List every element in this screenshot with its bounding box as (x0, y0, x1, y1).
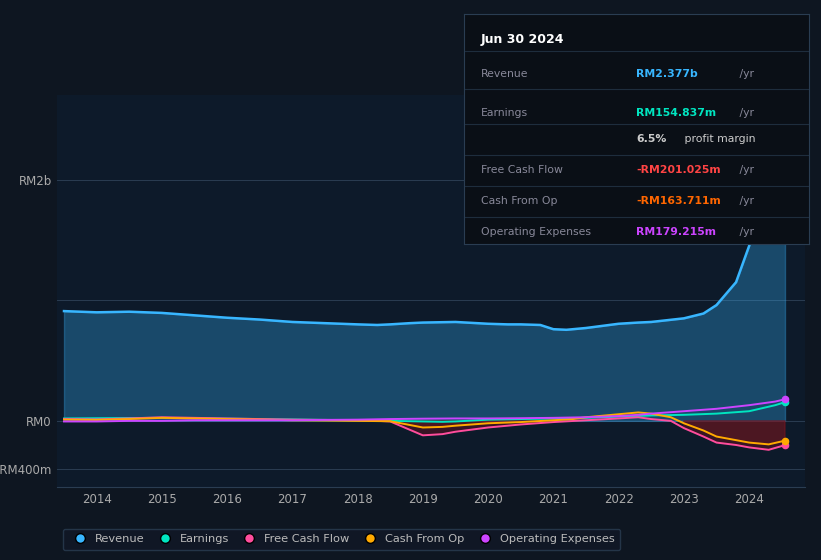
Text: /yr: /yr (736, 227, 754, 237)
Text: /yr: /yr (736, 69, 754, 79)
Text: /yr: /yr (736, 165, 754, 175)
Text: Cash From Op: Cash From Op (481, 196, 557, 206)
Text: Jun 30 2024: Jun 30 2024 (481, 32, 565, 46)
Point (778, 130, 791, 139)
Text: RM154.837m: RM154.837m (636, 108, 717, 118)
Text: -RM163.711m: -RM163.711m (636, 196, 721, 206)
Legend: Revenue, Earnings, Free Cash Flow, Cash From Op, Operating Expenses: Revenue, Earnings, Free Cash Flow, Cash … (62, 529, 620, 550)
Text: Revenue: Revenue (481, 69, 529, 79)
Text: RM179.215m: RM179.215m (636, 227, 716, 237)
Text: profit margin: profit margin (681, 134, 755, 144)
Point (778, 398, 791, 407)
Text: 6.5%: 6.5% (636, 134, 667, 144)
Point (778, 395, 791, 404)
Text: /yr: /yr (736, 108, 754, 118)
Text: Earnings: Earnings (481, 108, 528, 118)
Text: /yr: /yr (736, 196, 754, 206)
Text: Operating Expenses: Operating Expenses (481, 227, 591, 237)
Text: Free Cash Flow: Free Cash Flow (481, 165, 563, 175)
Point (778, 441, 791, 450)
Text: RM2.377b: RM2.377b (636, 69, 698, 79)
Text: -RM201.025m: -RM201.025m (636, 165, 721, 175)
Point (778, 436, 791, 445)
